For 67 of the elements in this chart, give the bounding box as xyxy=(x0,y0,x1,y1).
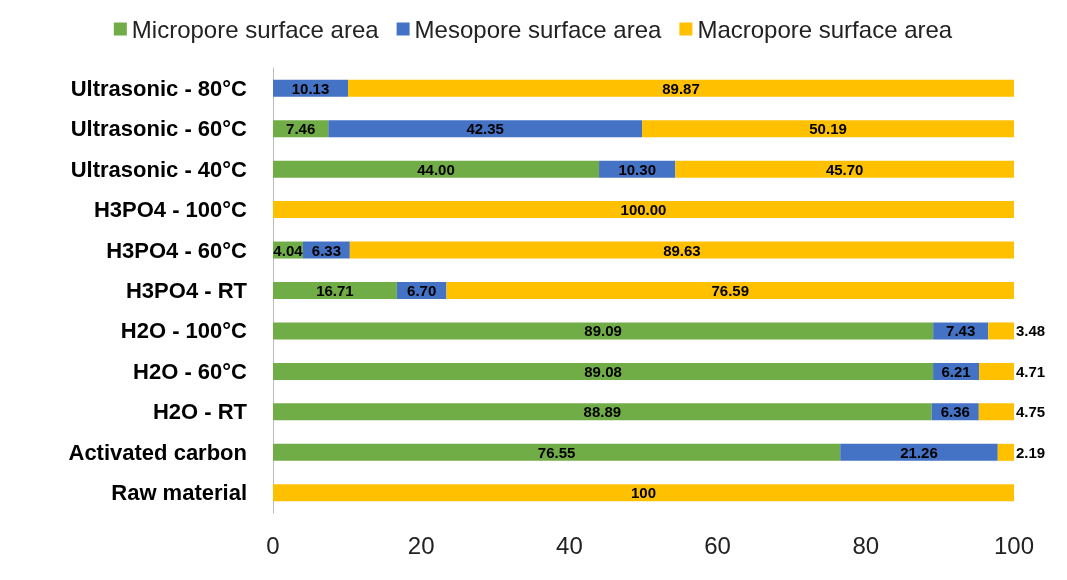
data-label: 6.21 xyxy=(941,362,971,380)
legend-label: Macropore surface area xyxy=(697,15,953,43)
data-label: 6.70 xyxy=(407,282,437,299)
data-label: 16.71 xyxy=(316,282,354,299)
data-label: 76.55 xyxy=(537,443,576,461)
data-label: 7.43 xyxy=(946,322,976,340)
data-label: 6.33 xyxy=(311,241,341,259)
bar xyxy=(979,362,1014,380)
bar xyxy=(997,443,1014,461)
x-tick-label: 60 xyxy=(704,531,731,559)
bar xyxy=(273,160,600,178)
y-tick-label: H3PO4 - 60°C xyxy=(106,237,248,263)
y-tick-label: Activated carbon xyxy=(68,439,247,465)
data-label: 42.35 xyxy=(466,120,504,138)
data-label: 3.48 xyxy=(1016,322,1046,340)
bar xyxy=(348,79,1014,97)
bar xyxy=(328,120,643,138)
data-label: 100.00 xyxy=(620,201,667,219)
x-tick-label: 20 xyxy=(407,531,435,559)
data-label: 2.19 xyxy=(1016,443,1046,461)
data-label: 100 xyxy=(630,484,657,502)
x-tick-label: 0 xyxy=(266,531,280,559)
data-label: 10.30 xyxy=(618,160,656,178)
data-label: 89.87 xyxy=(662,79,700,97)
y-tick-label: H2O - 100°C xyxy=(120,318,248,344)
data-label: 7.46 xyxy=(286,120,316,138)
bar xyxy=(978,403,1014,421)
bar xyxy=(273,403,932,421)
bar xyxy=(675,160,1014,178)
legend-label: Micropore surface area xyxy=(131,15,380,43)
data-label: 4.71 xyxy=(1016,362,1046,380)
data-label: 4.75 xyxy=(1016,403,1046,421)
data-label: 50.19 xyxy=(809,120,847,138)
y-tick-label: Ultrasonic - 40°C xyxy=(70,156,248,182)
data-label: 89.63 xyxy=(663,241,701,259)
bar xyxy=(273,201,1014,219)
y-tick-label: H2O - 60°C xyxy=(133,358,248,384)
bar xyxy=(642,120,1014,138)
data-label: 21.26 xyxy=(900,443,938,461)
x-tick-label: 80 xyxy=(852,531,880,559)
data-label: 4.04 xyxy=(273,241,304,259)
y-tick-label: H3PO4 - 100°C xyxy=(93,197,248,223)
bar xyxy=(273,362,934,380)
y-tick-label: Ultrasonic - 80°C xyxy=(70,75,248,101)
y-tick-label: Raw material xyxy=(111,480,247,506)
bar xyxy=(446,282,1014,299)
x-tick-label: 100 xyxy=(993,531,1035,559)
bar xyxy=(273,282,397,299)
bar xyxy=(273,322,934,340)
data-label: 44.00 xyxy=(417,160,455,178)
data-label: 89.09 xyxy=(584,322,622,340)
y-tick-label: Ultrasonic - 60°C xyxy=(70,116,248,142)
x-tick-label: 40 xyxy=(556,531,583,559)
data-label: 6.36 xyxy=(940,403,970,421)
legend-label: Mesopore surface area xyxy=(414,15,663,43)
data-label: 45.70 xyxy=(825,160,864,178)
bar xyxy=(988,322,1014,340)
data-label: 88.89 xyxy=(583,403,622,421)
bar xyxy=(273,484,1014,502)
data-label: 89.08 xyxy=(584,362,622,380)
data-label: 76.59 xyxy=(711,282,750,299)
data-label: 10.13 xyxy=(291,79,330,97)
y-tick-label: H2O - RT xyxy=(152,399,248,425)
y-tick-label: H3PO4 - RT xyxy=(125,278,248,303)
bar xyxy=(349,241,1014,259)
bar xyxy=(840,443,998,461)
bar xyxy=(273,443,841,461)
